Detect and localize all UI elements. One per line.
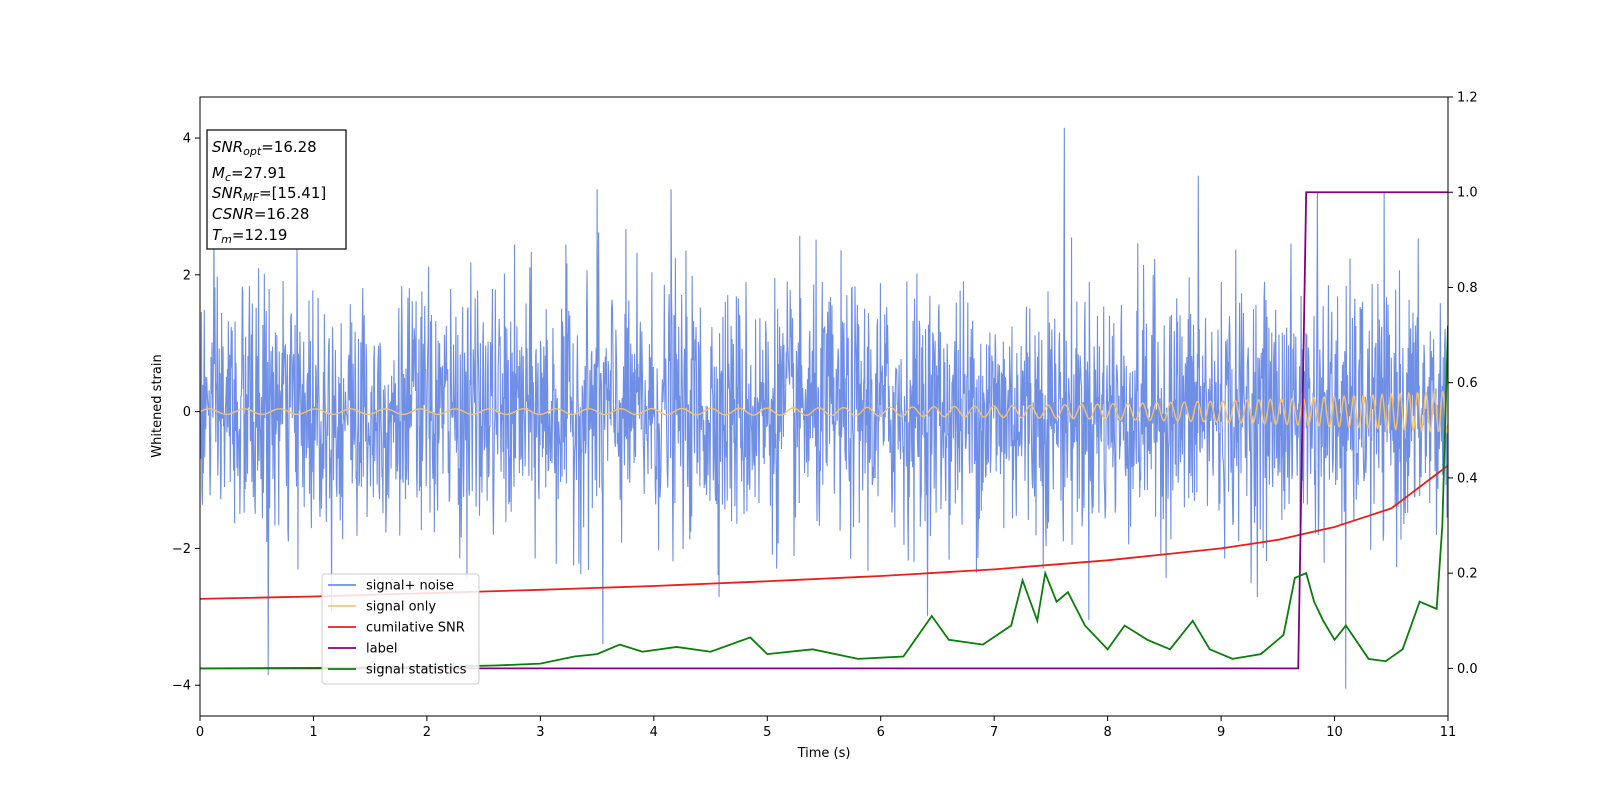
- info-box-line: SNRMF=[15.41]: [212, 184, 326, 204]
- plot-frame: [199, 96, 1449, 717]
- y2-tick-label: 1.0: [1457, 186, 1478, 201]
- y-axis-left: 4 2 0 −2 −4: [172, 132, 200, 694]
- x-tick-label: 8: [1103, 725, 1111, 740]
- x-axis: 0 1 2 3 4 5 6 7 8 9 10 11: [196, 716, 1456, 740]
- x-tick-label: 11: [1440, 725, 1457, 740]
- y-axis-label: Whitened strain: [150, 354, 165, 457]
- y2-tick-label: 0.4: [1457, 471, 1478, 486]
- y-axis-right: 1.2 1.0 0.8 0.6 0.4 0.2 0.0: [1448, 91, 1478, 677]
- y2-tick-label: 0.8: [1457, 281, 1478, 296]
- y2-tick-label: 0.2: [1457, 567, 1478, 582]
- legend-frame: [321, 573, 480, 685]
- x-axis-label: Time (s): [797, 746, 851, 761]
- legend-label: signal statistics: [366, 663, 467, 678]
- x-tick-label: 10: [1326, 725, 1343, 740]
- y-tick-label: −4: [172, 679, 191, 694]
- series-signal-statistics: [200, 325, 1448, 670]
- legend-label: label: [366, 642, 397, 657]
- x-tick-label: 3: [536, 725, 544, 740]
- x-tick-label: 9: [1217, 725, 1225, 740]
- legend: signal+ noise signal only cumilative SNR la…: [321, 573, 480, 685]
- info-box-line: SNRopt=16.28: [212, 138, 317, 158]
- legend-label: signal only: [366, 600, 436, 615]
- x-tick-label: 1: [309, 725, 317, 740]
- y2-tick-label: 0.0: [1457, 662, 1478, 677]
- x-tick-label: 5: [763, 725, 771, 740]
- series-signal-only: [200, 389, 1448, 435]
- x-tick-label: 7: [990, 725, 998, 740]
- info-box-frame: [206, 129, 347, 250]
- y-tick-label: 0: [183, 405, 191, 420]
- info-box-line: Tm=12.19: [212, 226, 287, 246]
- info-box-line: CSNR=16.28: [212, 205, 309, 223]
- x-tick-label: 6: [877, 725, 885, 740]
- y2-tick-label: 0.6: [1457, 376, 1478, 391]
- y2-tick-label: 1.2: [1457, 91, 1478, 106]
- x-tick-label: 0: [196, 725, 204, 740]
- y-tick-label: −2: [172, 542, 191, 557]
- legend-label: signal+ noise: [366, 579, 454, 594]
- info-box: SNRopt=16.28 Mc=27.91SNRMF=[15.41]CSNR=16…: [206, 129, 347, 250]
- legend-label: cumilative SNR: [366, 621, 465, 636]
- y-tick-label: 4: [183, 132, 191, 147]
- series-label: [200, 191, 1448, 670]
- y-tick-label: 2: [183, 268, 191, 283]
- x-tick-label: 2: [423, 725, 431, 740]
- x-tick-label: 4: [650, 725, 658, 740]
- series-signal-noise: [200, 127, 1448, 689]
- info-box-line: Mc=27.91: [212, 164, 287, 184]
